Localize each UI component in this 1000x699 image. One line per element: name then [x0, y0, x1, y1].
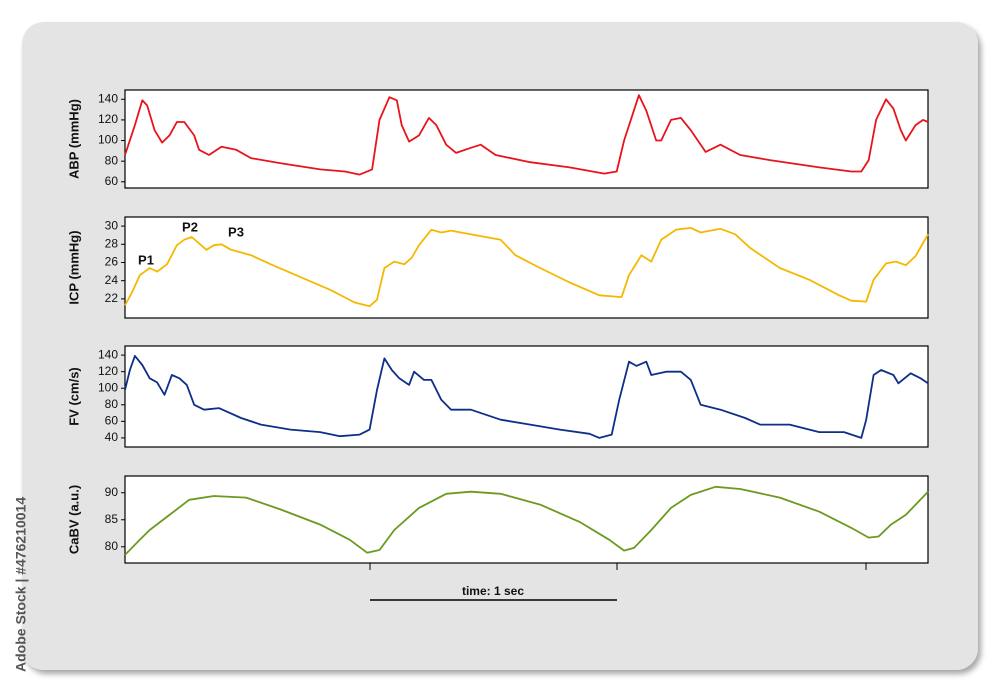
y-tick-label: 140	[98, 91, 118, 105]
y-tick-label: 90	[105, 485, 119, 499]
y-tick-label: 28	[105, 236, 119, 250]
y-axis-title: FV (cm/s)	[66, 367, 81, 426]
data-line	[124, 355, 929, 439]
y-tick-label: 30	[105, 218, 119, 232]
peak-label: P2	[182, 219, 198, 234]
y-tick-label: 120	[98, 112, 118, 126]
y-tick-label: 24	[105, 273, 119, 287]
data-line	[124, 227, 929, 308]
y-tick-label: 40	[105, 430, 119, 444]
data-line	[124, 94, 929, 176]
y-tick-label: 120	[98, 364, 118, 378]
side-text: Adobe Stock | #476210014	[13, 497, 29, 672]
plot-frame	[124, 216, 929, 319]
plot-frame	[124, 89, 929, 189]
y-tick-label: 80	[105, 397, 119, 411]
peak-label: P3	[228, 224, 244, 239]
y-tick-label: 80	[105, 539, 119, 553]
plot-frame	[124, 345, 929, 448]
y-axis-title: ICP (mmHg)	[66, 230, 81, 304]
y-tick-label: 140	[98, 347, 118, 361]
y-tick-label: 80	[105, 153, 119, 167]
y-tick-label: 100	[98, 380, 118, 394]
y-tick-label: 60	[105, 174, 119, 188]
y-tick-label: 26	[105, 255, 119, 269]
scale-label: time: 1 sec	[462, 584, 524, 598]
y-tick-label: 100	[98, 133, 118, 147]
y-tick-label: 22	[105, 291, 119, 305]
plot-frame	[124, 475, 929, 564]
y-tick-label: 85	[105, 512, 119, 526]
y-axis-title: CaBV (a.u.)	[66, 485, 81, 554]
peak-label: P1	[138, 252, 154, 267]
y-tick-label: 60	[105, 414, 119, 428]
data-line	[124, 485, 929, 556]
y-axis-title: ABP (mmHg)	[66, 99, 81, 179]
